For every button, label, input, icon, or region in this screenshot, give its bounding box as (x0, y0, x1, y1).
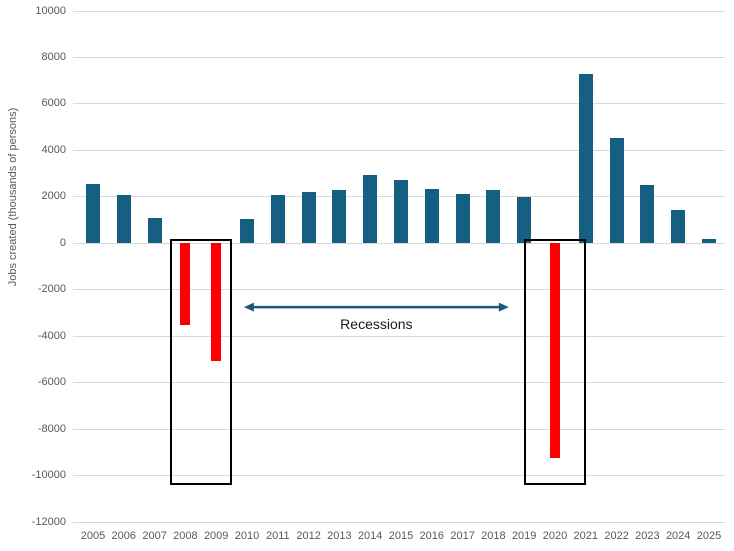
x-tick-label-2021: 2021 (573, 530, 599, 542)
y-tick-label: -8000 (37, 422, 66, 435)
bar-2025 (702, 239, 716, 244)
bar-2023 (640, 185, 655, 244)
y-tick-label: -6000 (37, 376, 66, 389)
x-tick-label-2014: 2014 (357, 530, 383, 542)
gridline-10000 (73, 10, 725, 12)
arrowhead-icon (243, 302, 254, 312)
x-tick-label-2016: 2016 (419, 530, 445, 542)
recession-box-2020 (524, 238, 586, 485)
x-tick-label-2020: 2020 (542, 530, 568, 542)
x-tick-label-2022: 2022 (604, 530, 629, 542)
bar-2020 (550, 243, 560, 458)
x-tick-label-2010: 2010 (234, 530, 260, 542)
bar-2005 (86, 184, 100, 244)
y-tick-label: -4000 (37, 329, 66, 342)
recession-box-2008-2009 (170, 238, 232, 485)
y-tick-label: 2000 (41, 190, 66, 203)
bar-2010 (240, 219, 254, 244)
y-tick-label: -12000 (31, 515, 66, 528)
recessions-label: Recessions (340, 315, 413, 332)
x-tick-label-2007: 2007 (142, 530, 167, 542)
y-tick-label: 4000 (41, 143, 66, 156)
x-tick-label-2012: 2012 (296, 530, 321, 542)
arrowhead-icon (498, 302, 509, 312)
bar-2019 (517, 196, 532, 244)
bar-2012 (301, 192, 316, 244)
x-tick-label-2025: 2025 (696, 530, 722, 542)
gridline--10000 (73, 475, 725, 477)
bar-2016 (424, 188, 439, 244)
bar-2018 (486, 189, 501, 244)
bar-2024 (671, 209, 686, 244)
bar-2014 (363, 174, 378, 244)
x-tick-label-2019: 2019 (511, 530, 537, 542)
gridline--2000 (73, 289, 725, 291)
x-tick-label-2024: 2024 (665, 530, 691, 542)
gridline-8000 (73, 56, 725, 58)
y-tick-label: 6000 (41, 97, 66, 110)
gridline-6000 (73, 103, 725, 105)
x-tick-label-2008: 2008 (173, 530, 198, 542)
bar-2015 (394, 180, 408, 244)
bar-2013 (332, 190, 347, 244)
x-tick-label-2023: 2023 (635, 530, 660, 542)
gridline-0 (73, 242, 725, 244)
bar-2022 (609, 138, 624, 244)
y-tick-label: 8000 (41, 50, 66, 63)
bar-2007 (147, 217, 162, 244)
bar-2006 (116, 195, 131, 244)
x-tick-label-2006: 2006 (111, 530, 137, 542)
gridline--4000 (73, 335, 725, 337)
y-tick-label: 10000 (35, 4, 66, 17)
bar-2009 (211, 243, 222, 361)
x-tick-label-2018: 2018 (481, 530, 506, 542)
x-tick-label-2011: 2011 (265, 530, 290, 542)
x-tick-label-2005: 2005 (80, 530, 106, 542)
bar-2017 (455, 194, 470, 244)
gridline--6000 (73, 382, 725, 384)
x-tick-label-2015: 2015 (388, 530, 414, 542)
x-tick-label-2017: 2017 (450, 530, 475, 542)
bar-2008 (180, 243, 191, 325)
x-tick-label-2013: 2013 (327, 530, 352, 542)
y-tick-label: -10000 (31, 469, 66, 482)
gridline-4000 (73, 149, 725, 151)
bar-2021 (578, 74, 593, 244)
x-tick-label-2009: 2009 (203, 530, 229, 542)
bar-2011 (270, 194, 285, 244)
gridline--8000 (73, 428, 725, 430)
y-tick-label: 0 (59, 236, 66, 249)
gridline--12000 (73, 521, 725, 523)
y-tick-label: -2000 (37, 283, 66, 296)
